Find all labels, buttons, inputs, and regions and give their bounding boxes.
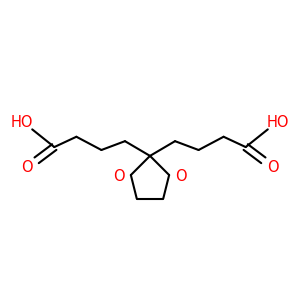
Text: O: O — [113, 169, 125, 184]
Text: HO: HO — [11, 115, 33, 130]
Text: O: O — [175, 169, 187, 184]
Text: O: O — [267, 160, 279, 175]
Text: O: O — [21, 160, 33, 175]
Text: HO: HO — [267, 115, 289, 130]
